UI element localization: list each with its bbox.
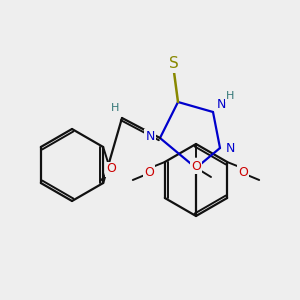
Text: N: N [225,142,235,154]
Text: H: H [111,103,119,113]
Text: O: O [191,160,201,172]
Text: O: O [106,163,116,176]
Text: S: S [169,56,179,71]
Text: N: N [145,130,155,142]
Text: O: O [238,166,248,178]
Text: O: O [144,166,154,178]
Text: N: N [216,98,226,110]
Text: H: H [226,91,234,101]
